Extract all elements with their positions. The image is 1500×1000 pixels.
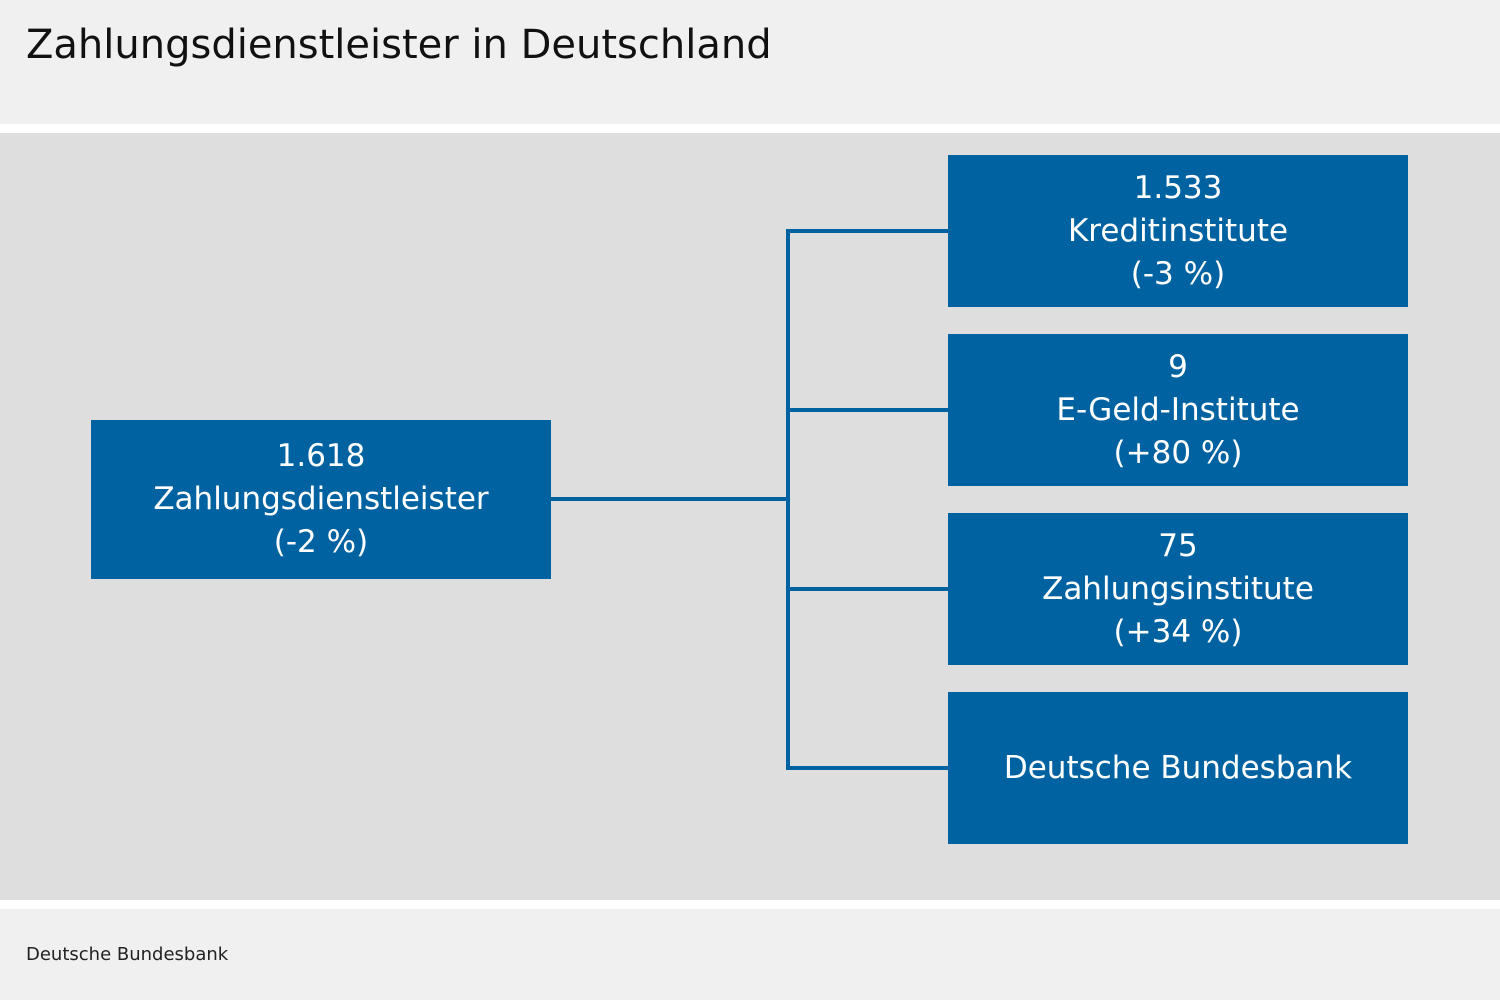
node-value: 1.533 [1133, 169, 1223, 206]
node-zahlungsdienstleister: 1.618 Zahlungsdienstleister (-2 %) [91, 420, 551, 579]
node-change: (+80 %) [1113, 434, 1243, 471]
node-label: Zahlungsdienstleister [153, 481, 489, 517]
node-change: (-2 %) [273, 524, 369, 560]
node-change: (+34 %) [1113, 613, 1243, 650]
node-label: Deutsche Bundesbank [1003, 749, 1353, 786]
node-value: 1.618 [276, 438, 366, 474]
node-label: E-Geld-Institute [1056, 391, 1300, 428]
source-note: Deutsche Bundesbank [26, 944, 229, 965]
node-label: Zahlungsinstitute [1042, 570, 1314, 607]
node-value: 9 [1168, 348, 1188, 385]
node-deutsche-bundesbank: Deutsche Bundesbank [948, 692, 1408, 844]
node-change: (-3 %) [1130, 255, 1226, 292]
node-e-geld-institute: 9 E-Geld-Institute (+80 %) [948, 334, 1408, 486]
footer: Deutsche Bundesbank [0, 909, 1500, 1000]
page-title: Zahlungsdienstleister in Deutschland [26, 22, 772, 68]
header: Zahlungsdienstleister in Deutschland [0, 0, 1500, 124]
node-value: 75 [1158, 527, 1198, 564]
divider-top [0, 124, 1500, 133]
divider-bottom [0, 900, 1500, 909]
node-kreditinstitute: 1.533 Kreditinstitute (-3 %) [948, 155, 1408, 307]
node-zahlungsinstitute: 75 Zahlungsinstitute (+34 %) [948, 513, 1408, 665]
node-label: Kreditinstitute [1067, 212, 1289, 249]
